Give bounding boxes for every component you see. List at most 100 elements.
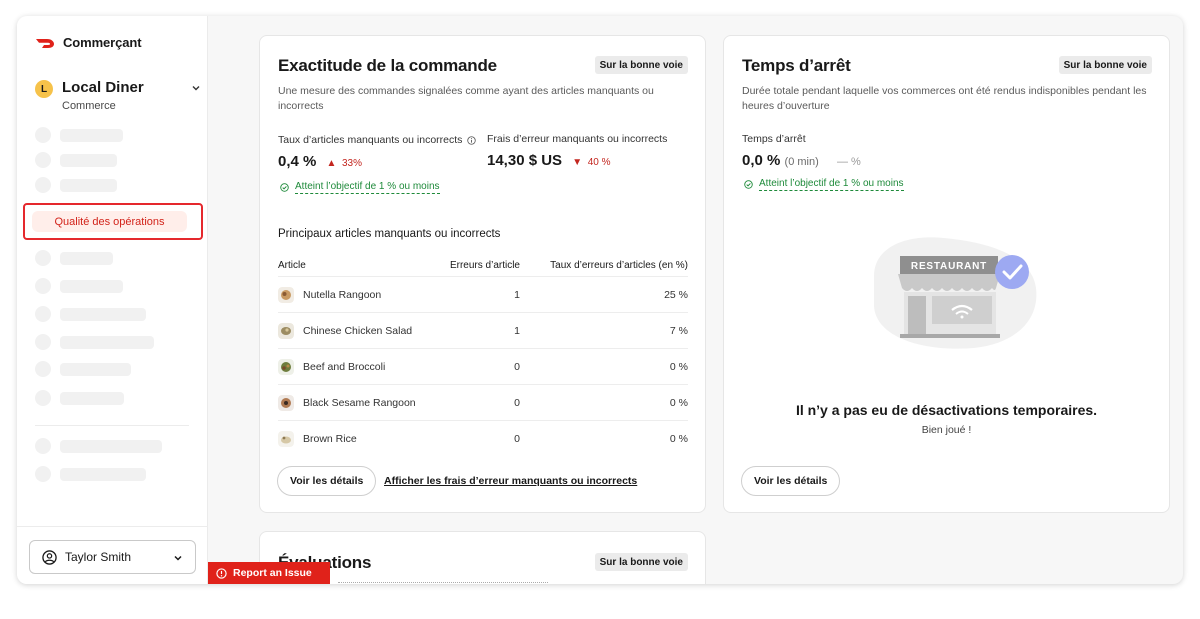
item-name: Black Sesame Rangoon bbox=[303, 396, 416, 409]
card-description: Une mesure des commandes signalées comme… bbox=[278, 84, 654, 114]
sidebar-item-placeholder bbox=[35, 466, 146, 482]
chevron-down-icon bbox=[192, 86, 200, 91]
restaurant-illustration: RESTAURANT bbox=[874, 237, 1037, 349]
item-name: Nutella Rangoon bbox=[303, 288, 382, 301]
downtime-card: Temps d’arrêt Sur la bonne voie Durée to… bbox=[723, 35, 1170, 513]
order-accuracy-card: Exactitude de la commande Sur la bonne v… bbox=[259, 35, 706, 513]
goal-text[interactable]: Atteint l’objectif de 1 % ou moins bbox=[759, 178, 904, 191]
item-errors: 0 bbox=[514, 360, 520, 373]
description-line: Durée totale pendant laquelle vos commer… bbox=[742, 85, 1147, 97]
brand[interactable]: Commerçant bbox=[35, 35, 142, 50]
sidebar-item-operations-quality[interactable]: Qualité des opérations bbox=[32, 211, 187, 232]
check-circle-icon bbox=[744, 180, 753, 189]
check-circle-icon bbox=[280, 183, 289, 192]
report-issue-button[interactable]: Report an Issue bbox=[208, 562, 330, 584]
table-row[interactable]: Nutella Rangoon 1 25 % bbox=[278, 276, 688, 312]
sidebar-item-placeholder bbox=[35, 127, 123, 143]
item-rate: 0 % bbox=[669, 396, 688, 409]
description-line: Une mesure des commandes signalées comme… bbox=[278, 85, 654, 97]
sidebar-item-placeholder bbox=[35, 361, 131, 377]
item-rate: 25 % bbox=[664, 288, 688, 301]
metric-change: — % bbox=[836, 156, 861, 168]
sidebar-item-placeholder bbox=[35, 390, 124, 406]
triangle-up-icon: ▲ bbox=[326, 158, 337, 169]
metric-value-text: 14,30 $ US bbox=[487, 152, 563, 169]
food-thumbnail-icon bbox=[278, 430, 294, 447]
item-errors: 0 bbox=[514, 396, 520, 409]
report-issue-label: Report an Issue bbox=[233, 567, 312, 579]
item-errors: 1 bbox=[514, 288, 520, 301]
divider bbox=[35, 425, 189, 426]
item-name: Brown Rice bbox=[303, 432, 357, 445]
items-table: Article Erreurs d’article Taux d’erreurs… bbox=[278, 254, 688, 456]
view-details-button[interactable]: Voir les détails bbox=[277, 466, 377, 496]
item-rate: 0 % bbox=[669, 360, 688, 373]
app-window: Commerçant L Local Diner Commerce Qualit… bbox=[17, 16, 1183, 584]
status-badge: Sur la bonne voie bbox=[1058, 56, 1152, 74]
user-circle-icon bbox=[42, 549, 57, 565]
card-description-placeholder bbox=[338, 582, 548, 584]
error-fees-label: Frais d’erreur manquants ou incorrects bbox=[487, 133, 668, 145]
table-row[interactable]: Beef and Broccoli 0 0 % bbox=[278, 348, 688, 384]
item-name: Beef and Broccoli bbox=[303, 360, 386, 373]
doordash-logo-icon bbox=[36, 38, 54, 48]
metric-value-text: 0,0 % bbox=[742, 152, 781, 169]
column-header: Article bbox=[278, 259, 306, 271]
downtime-value: 0,0 % (0 min) — % bbox=[742, 152, 861, 169]
downtime-label: Temps d’arrêt bbox=[742, 133, 806, 145]
sidebar-item-placeholder bbox=[35, 334, 154, 350]
food-thumbnail-icon bbox=[278, 358, 294, 375]
empty-state-subtitle: Bien joué ! bbox=[921, 424, 972, 436]
item-rate: 0 % bbox=[669, 432, 688, 445]
restaurant-sign-text: RESTAURANT bbox=[911, 261, 987, 272]
sidebar-item-placeholder bbox=[35, 278, 123, 294]
goal-indicator: Atteint l’objectif de 1 % ou moins bbox=[280, 181, 440, 194]
error-fees-value: 14,30 $ US ▼ 40 % bbox=[487, 152, 611, 169]
metric-change-text: 33% bbox=[342, 158, 363, 169]
highlight-box: Qualité des opérations bbox=[23, 203, 203, 240]
goal-text[interactable]: Atteint l’objectif de 1 % ou moins bbox=[295, 181, 440, 194]
empty-state-title: Il n’y a pas eu de désactivations tempor… bbox=[795, 402, 1098, 418]
sidebar-item-placeholder bbox=[35, 250, 113, 266]
status-badge: Sur la bonne voie bbox=[594, 56, 688, 74]
triangle-down-icon: ▼ bbox=[572, 157, 583, 168]
table-row[interactable]: Brown Rice 0 0 % bbox=[278, 420, 688, 456]
view-details-button[interactable]: Voir les détails bbox=[741, 466, 841, 496]
card-description: Durée totale pendant laquelle vos commer… bbox=[742, 84, 1147, 114]
card-title: Exactitude de la commande bbox=[278, 56, 497, 75]
sidebar-item-placeholder bbox=[35, 152, 117, 168]
missing-rate-label: Taux d’articles manquants ou incorrects bbox=[278, 134, 477, 146]
food-thumbnail-icon bbox=[278, 394, 294, 411]
info-icon[interactable] bbox=[467, 135, 477, 145]
metric-sub: (0 min) bbox=[784, 156, 819, 168]
food-thumbnail-icon bbox=[278, 286, 294, 303]
sidebar: Commerçant L Local Diner Commerce Qualit… bbox=[17, 16, 208, 584]
section-title: Principaux articles manquants ou incorre… bbox=[278, 228, 501, 240]
error-fees-link[interactable]: Afficher les frais d’erreur manquants ou… bbox=[384, 475, 638, 487]
food-thumbnail-icon bbox=[278, 322, 294, 339]
metric-change: ▲ 33% bbox=[327, 158, 362, 169]
status-badge: Sur la bonne voie bbox=[594, 553, 688, 571]
divider bbox=[17, 526, 208, 527]
chevron-down-icon bbox=[174, 555, 182, 561]
description-line: heures d’ouverture bbox=[742, 100, 830, 112]
item-name: Chinese Chicken Salad bbox=[303, 324, 413, 337]
alert-circle-icon bbox=[216, 567, 227, 579]
table-row[interactable]: Chinese Chicken Salad 1 7 % bbox=[278, 312, 688, 348]
description-line: incorrects bbox=[278, 100, 324, 112]
item-errors: 1 bbox=[514, 324, 520, 337]
store-avatar: L bbox=[35, 80, 53, 98]
user-menu-select[interactable]: Taylor Smith bbox=[29, 540, 196, 574]
user-name: Taylor Smith bbox=[65, 550, 132, 564]
column-header: Taux d’erreurs d’articles (en %) bbox=[550, 259, 688, 271]
goal-indicator: Atteint l’objectif de 1 % ou moins bbox=[744, 178, 904, 191]
table-header: Article Erreurs d’article Taux d’erreurs… bbox=[278, 254, 688, 276]
item-errors: 0 bbox=[514, 432, 520, 445]
metric-change: ▼ 40 % bbox=[572, 157, 610, 168]
metric-label-text: Taux d’articles manquants ou incorrects bbox=[278, 134, 463, 146]
metric-change-text: 40 % bbox=[587, 157, 611, 168]
store-type: Commerce bbox=[62, 100, 116, 112]
table-row[interactable]: Black Sesame Rangoon 0 0 % bbox=[278, 384, 688, 420]
card-title: Temps d’arrêt bbox=[742, 56, 851, 75]
sidebar-item-placeholder bbox=[35, 177, 117, 193]
